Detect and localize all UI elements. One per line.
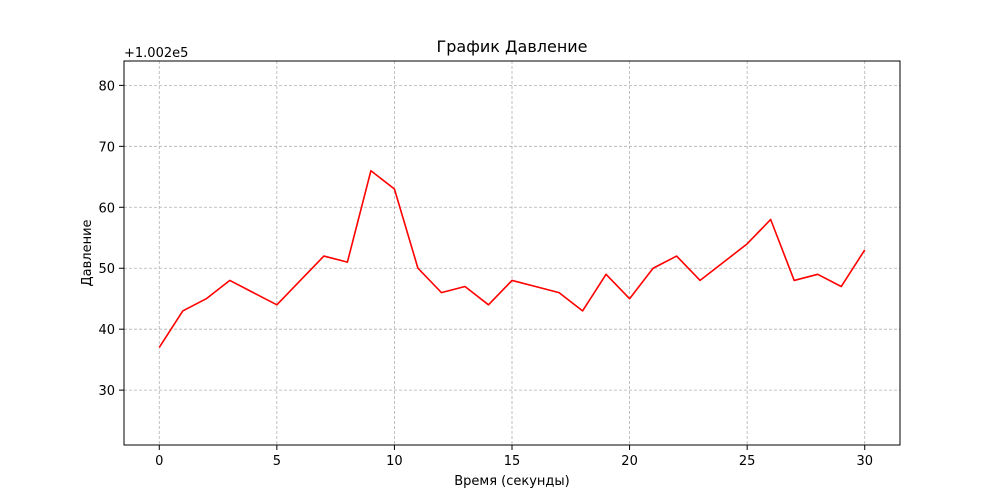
x-tick-label-3: 15 [504,454,521,469]
x-tick-label-1: 5 [273,454,281,469]
series-layer [158,169,866,348]
x-tick-label-5: 25 [739,454,756,469]
x-axis-label: Время (секунды) [454,474,570,489]
grid [124,61,900,445]
x-ticks: 0 5 10 15 20 25 30 [155,445,873,469]
chart-title: График Давление [436,37,587,56]
y-ticks: 30 40 50 60 70 80 [98,79,124,399]
x-tick-label-6: 30 [856,454,873,469]
y-offset-label: +1.002e5 [124,46,188,61]
y-tick-label-1: 40 [98,323,115,338]
y-axis-label: Давление [80,219,95,286]
y-tick-label-3: 60 [98,201,115,216]
x-tick-label-2: 10 [386,454,403,469]
y-tick-label-0: 30 [98,384,115,399]
x-tick-label-4: 20 [621,454,638,469]
y-tick-label-2: 50 [98,262,115,277]
series-line-0 [158,169,866,348]
y-tick-label-4: 70 [98,140,115,155]
y-tick-label-5: 80 [98,79,115,94]
x-tick-label-0: 0 [155,454,163,469]
